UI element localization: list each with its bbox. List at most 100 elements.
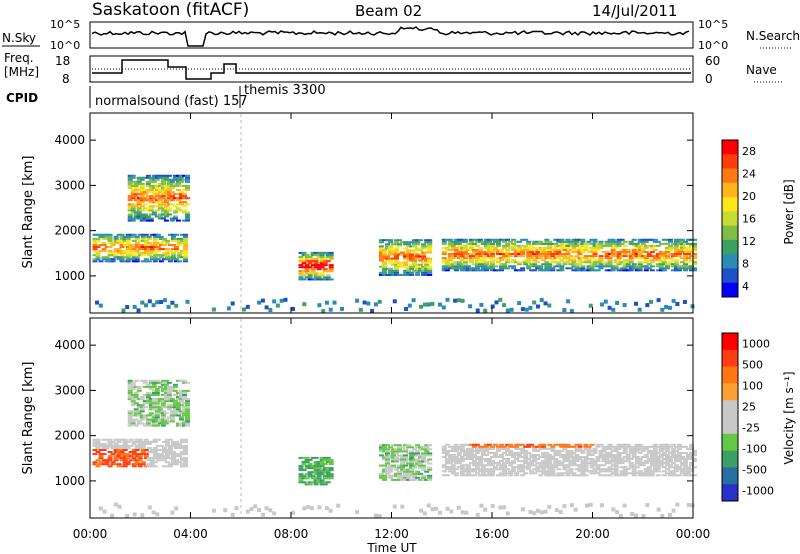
velocity-cell (95, 444, 101, 447)
power-cell (183, 242, 188, 244)
power-cell (456, 238, 462, 241)
power-cell (142, 215, 148, 218)
power-cell (427, 245, 433, 248)
velocity-cell (622, 503, 627, 508)
power-cell (484, 265, 489, 268)
power-cell (544, 263, 550, 266)
velocity-cell (559, 443, 565, 446)
power-cell (175, 203, 181, 206)
velocity-cell (158, 457, 164, 460)
velocity-cell (595, 458, 601, 460)
velocity-cell (163, 387, 169, 390)
velocity-cell (116, 451, 122, 453)
velocity-cell (169, 400, 175, 403)
velocity-cell (394, 456, 399, 459)
power-cell (592, 249, 598, 251)
power-cell (468, 269, 474, 272)
velocity-cell (169, 418, 175, 421)
velocity-cell (683, 474, 688, 477)
velocity-cell (622, 451, 628, 454)
velocity-cell (110, 463, 116, 466)
velocity-cell (245, 509, 250, 514)
velocity-cell (637, 458, 643, 460)
velocity-cell (139, 379, 145, 382)
velocity-cell (441, 449, 447, 452)
velocity-cell (598, 449, 604, 452)
power-cell (175, 176, 181, 179)
velocity-cell (444, 458, 450, 460)
power-cell (535, 261, 541, 264)
power-cell (517, 246, 523, 249)
power-cell (692, 244, 697, 247)
power-cell (394, 259, 399, 262)
colorbar-swatch (722, 484, 738, 502)
velocity-cell (568, 449, 574, 452)
power-cell (544, 242, 550, 245)
velocity-cell (484, 464, 489, 467)
velocity-cell (520, 468, 526, 471)
power-cell (529, 244, 535, 247)
velocity-cell (673, 464, 679, 467)
power-cell (679, 242, 685, 245)
power-cell (319, 256, 325, 258)
velocity-cell (385, 466, 390, 469)
power-cell (643, 251, 649, 253)
power-cell (574, 240, 580, 243)
velocity-cell (92, 463, 98, 466)
power-cell (610, 238, 616, 241)
velocity-cell (553, 474, 559, 477)
velocity-cell (101, 442, 107, 445)
colorbar-swatch (722, 225, 738, 241)
power-cell (517, 269, 523, 272)
power-cell (514, 269, 520, 272)
velocity-cell (400, 504, 405, 509)
velocity-cell (382, 448, 387, 451)
velocity-cell (565, 454, 571, 456)
power-cell (679, 267, 685, 270)
power-cell (583, 261, 589, 264)
velocity-cell (310, 456, 316, 459)
power-cell (157, 189, 163, 191)
velocity-cell (169, 387, 175, 390)
velocity-cell (532, 468, 538, 471)
velocity-cell (178, 422, 184, 425)
velocity-cell (104, 461, 110, 464)
x-tick-label: 16:00 (475, 527, 510, 541)
velocity-cell (179, 463, 185, 466)
power-cell (166, 189, 172, 191)
power-cell (145, 174, 151, 177)
velocity-cell (453, 474, 459, 477)
velocity-cell (484, 474, 489, 477)
power-cell (378, 273, 384, 276)
power-cell (155, 300, 160, 305)
velocity-cell (625, 472, 631, 475)
y-tick-label: 1000 (54, 269, 85, 283)
power-cell (683, 253, 688, 255)
velocity-cell (158, 444, 164, 447)
power-cell (427, 257, 433, 260)
velocity-cell (230, 512, 235, 517)
power-cell (183, 260, 188, 263)
velocity-cell (301, 481, 307, 484)
velocity-cell (586, 470, 592, 473)
velocity-cell (631, 470, 637, 473)
velocity-cell (145, 392, 151, 394)
power-cell (490, 238, 495, 241)
velocity-cell (388, 470, 393, 473)
power-cell (535, 253, 541, 255)
velocity-cell (477, 474, 483, 477)
velocity-cell (131, 465, 137, 468)
velocity-cell (562, 472, 568, 475)
power-cell (373, 302, 378, 307)
power-cell (424, 259, 430, 262)
power-cell (310, 272, 316, 275)
power-cell (692, 257, 697, 260)
velocity-cell (403, 454, 409, 457)
power-cell (447, 257, 453, 260)
power-cell (682, 300, 687, 304)
power-cell (625, 249, 631, 251)
power-cell (169, 191, 175, 194)
velocity-cell (453, 445, 459, 448)
velocity-cell (686, 474, 691, 477)
